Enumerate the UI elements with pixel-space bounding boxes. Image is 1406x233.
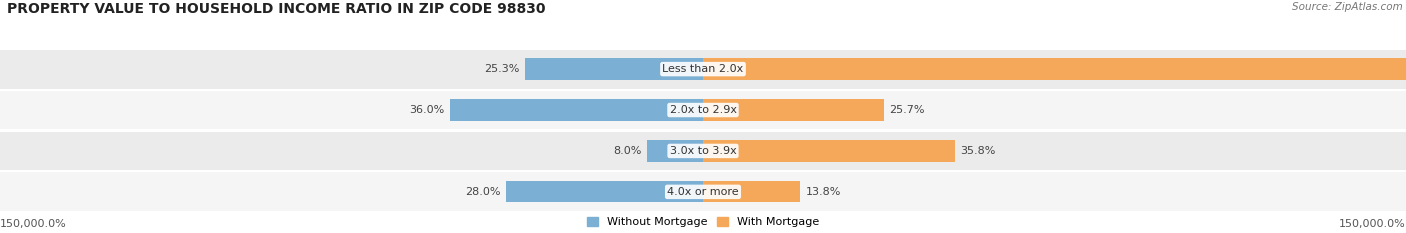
Text: 25.7%: 25.7%: [889, 105, 925, 115]
Bar: [450, 99, 703, 121]
Bar: [526, 58, 703, 80]
Bar: [703, 140, 955, 161]
Text: PROPERTY VALUE TO HOUSEHOLD INCOME RATIO IN ZIP CODE 98830: PROPERTY VALUE TO HOUSEHOLD INCOME RATIO…: [7, 2, 546, 16]
Text: Less than 2.0x: Less than 2.0x: [662, 64, 744, 74]
Text: 13.8%: 13.8%: [806, 187, 841, 197]
Text: Source: ZipAtlas.com: Source: ZipAtlas.com: [1292, 2, 1403, 12]
Bar: [703, 181, 800, 202]
Bar: [703, 58, 1406, 80]
Legend: Without Mortgage, With Mortgage: Without Mortgage, With Mortgage: [588, 217, 818, 227]
Text: 150,000.0%: 150,000.0%: [1340, 219, 1406, 229]
Text: 35.8%: 35.8%: [960, 146, 995, 156]
Text: 8.0%: 8.0%: [613, 146, 641, 156]
Bar: [0, 91, 1406, 130]
Text: 3.0x to 3.9x: 3.0x to 3.9x: [669, 146, 737, 156]
Bar: [0, 172, 1406, 211]
Bar: [647, 140, 703, 161]
Text: 36.0%: 36.0%: [409, 105, 444, 115]
Text: 4.0x or more: 4.0x or more: [668, 187, 738, 197]
Bar: [506, 181, 703, 202]
Bar: [0, 50, 1406, 89]
Text: 28.0%: 28.0%: [465, 187, 501, 197]
Text: 150,000.0%: 150,000.0%: [0, 219, 66, 229]
Bar: [703, 99, 884, 121]
Text: 25.3%: 25.3%: [484, 64, 520, 74]
Text: 2.0x to 2.9x: 2.0x to 2.9x: [669, 105, 737, 115]
Bar: [0, 131, 1406, 170]
